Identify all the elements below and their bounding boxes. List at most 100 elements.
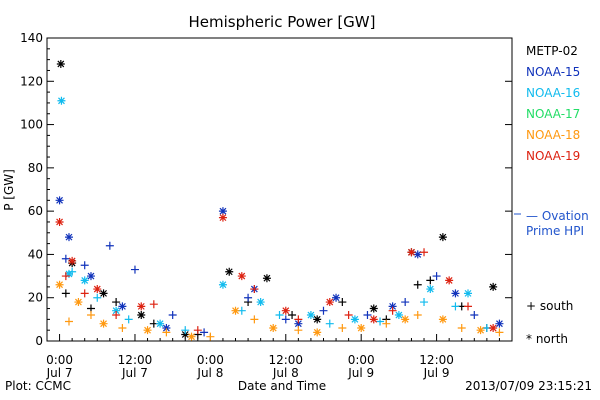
south-point [112, 298, 121, 307]
south-point [413, 311, 422, 320]
x-tick-label-time: 0:00 [197, 353, 224, 367]
south-point [426, 276, 435, 285]
y-tick-label: 80 [28, 161, 43, 175]
chart-title: Hemispheric Power [GW] [189, 13, 376, 31]
south-point [344, 311, 353, 320]
north-point [388, 302, 397, 311]
footer-left: Plot: CCMC [5, 379, 71, 393]
legend-noaa-16: NOAA-16 [526, 86, 580, 100]
north-point [438, 315, 447, 324]
south-point [288, 311, 297, 320]
north-point [332, 293, 341, 302]
south-point [162, 328, 171, 337]
north-point [55, 280, 64, 289]
south-point [338, 324, 347, 333]
north-point [350, 315, 359, 324]
south-point [206, 332, 215, 341]
north-point [489, 324, 498, 333]
legend: METP-02 NOAA-15 NOAA-16 NOAA-17 NOAA-18 NOAA-… [514, 44, 580, 215]
north-point [231, 306, 240, 315]
north-point [306, 311, 315, 320]
legend-metp-02: METP-02 [526, 44, 578, 58]
x-tick-label-time: 12:00 [419, 353, 454, 367]
y-tick-label: 140 [20, 31, 43, 45]
legend-noaa-18: NOAA-18 [526, 128, 580, 142]
south-point [93, 293, 102, 302]
north-point [55, 196, 64, 205]
north-point [262, 274, 271, 283]
series-noaa-18 [55, 280, 504, 341]
north-point [187, 332, 196, 341]
series-noaa-15 [55, 196, 504, 337]
south-point [61, 254, 70, 263]
x-tick-label-date: Jul 8 [272, 366, 299, 380]
x-tick-label-time: 0:00 [46, 353, 73, 367]
south-point [420, 298, 429, 307]
data-marks [55, 59, 504, 341]
north-point [99, 289, 108, 298]
north-point [86, 272, 95, 281]
north-point [294, 319, 303, 328]
north-point [426, 285, 435, 294]
north-point [137, 311, 146, 320]
x-tick-label-time: 12:00 [118, 353, 153, 367]
south-point [105, 241, 114, 250]
x-axis-label: Date and Time [238, 379, 326, 393]
north-point [281, 306, 290, 315]
legend-noaa-17: NOAA-17 [526, 107, 580, 121]
y-tick-label: 120 [20, 74, 43, 88]
y-axis-label: P [GW] [2, 169, 16, 211]
north-point [143, 326, 152, 335]
south-point [294, 315, 303, 324]
north-point [64, 269, 73, 278]
legend-noaa-19: NOAA-19 [526, 149, 580, 163]
south-point [432, 272, 441, 281]
north-point [313, 328, 322, 337]
south-point [124, 315, 133, 324]
north-point [445, 276, 454, 285]
y-tick-label: 60 [28, 204, 43, 218]
south-point [118, 324, 127, 333]
x-tick-label-date: Jul 9 [423, 366, 450, 380]
north-point [64, 233, 73, 242]
south-point [464, 302, 473, 311]
south-point [61, 289, 70, 298]
south-point [250, 285, 259, 294]
north-point [394, 311, 403, 320]
north-point [237, 272, 246, 281]
north-point [413, 250, 422, 259]
south-point [363, 311, 372, 320]
south-point [193, 326, 202, 335]
south-point [250, 315, 259, 324]
model-label-line2: Prime HPI [526, 224, 584, 238]
y-tick-label: 40 [28, 247, 43, 261]
series-noaa-16 [57, 96, 491, 335]
x-tick-label-date: Jul 7 [121, 366, 148, 380]
south-point [275, 311, 284, 320]
north-point [99, 319, 108, 328]
north-point [162, 324, 171, 333]
north-point [256, 298, 265, 307]
south-point [181, 326, 190, 335]
south-point [86, 311, 95, 320]
y-tick-label: 100 [20, 118, 43, 132]
north-point [369, 304, 378, 313]
y-tick-label: 20 [28, 291, 43, 305]
south-point [80, 261, 89, 270]
north-point [112, 306, 121, 315]
south-point [382, 319, 391, 328]
north-point [225, 267, 234, 276]
north-point [80, 276, 89, 285]
x-tick-label-date: Jul 7 [46, 366, 73, 380]
south-point [338, 298, 347, 307]
south-point [281, 315, 290, 324]
north-point [218, 280, 227, 289]
footer-right: 2013/07/09 23:15:21 [465, 379, 592, 393]
north-point [74, 298, 83, 307]
south-point [388, 306, 397, 315]
south-point [420, 248, 429, 257]
north-point [56, 59, 65, 68]
